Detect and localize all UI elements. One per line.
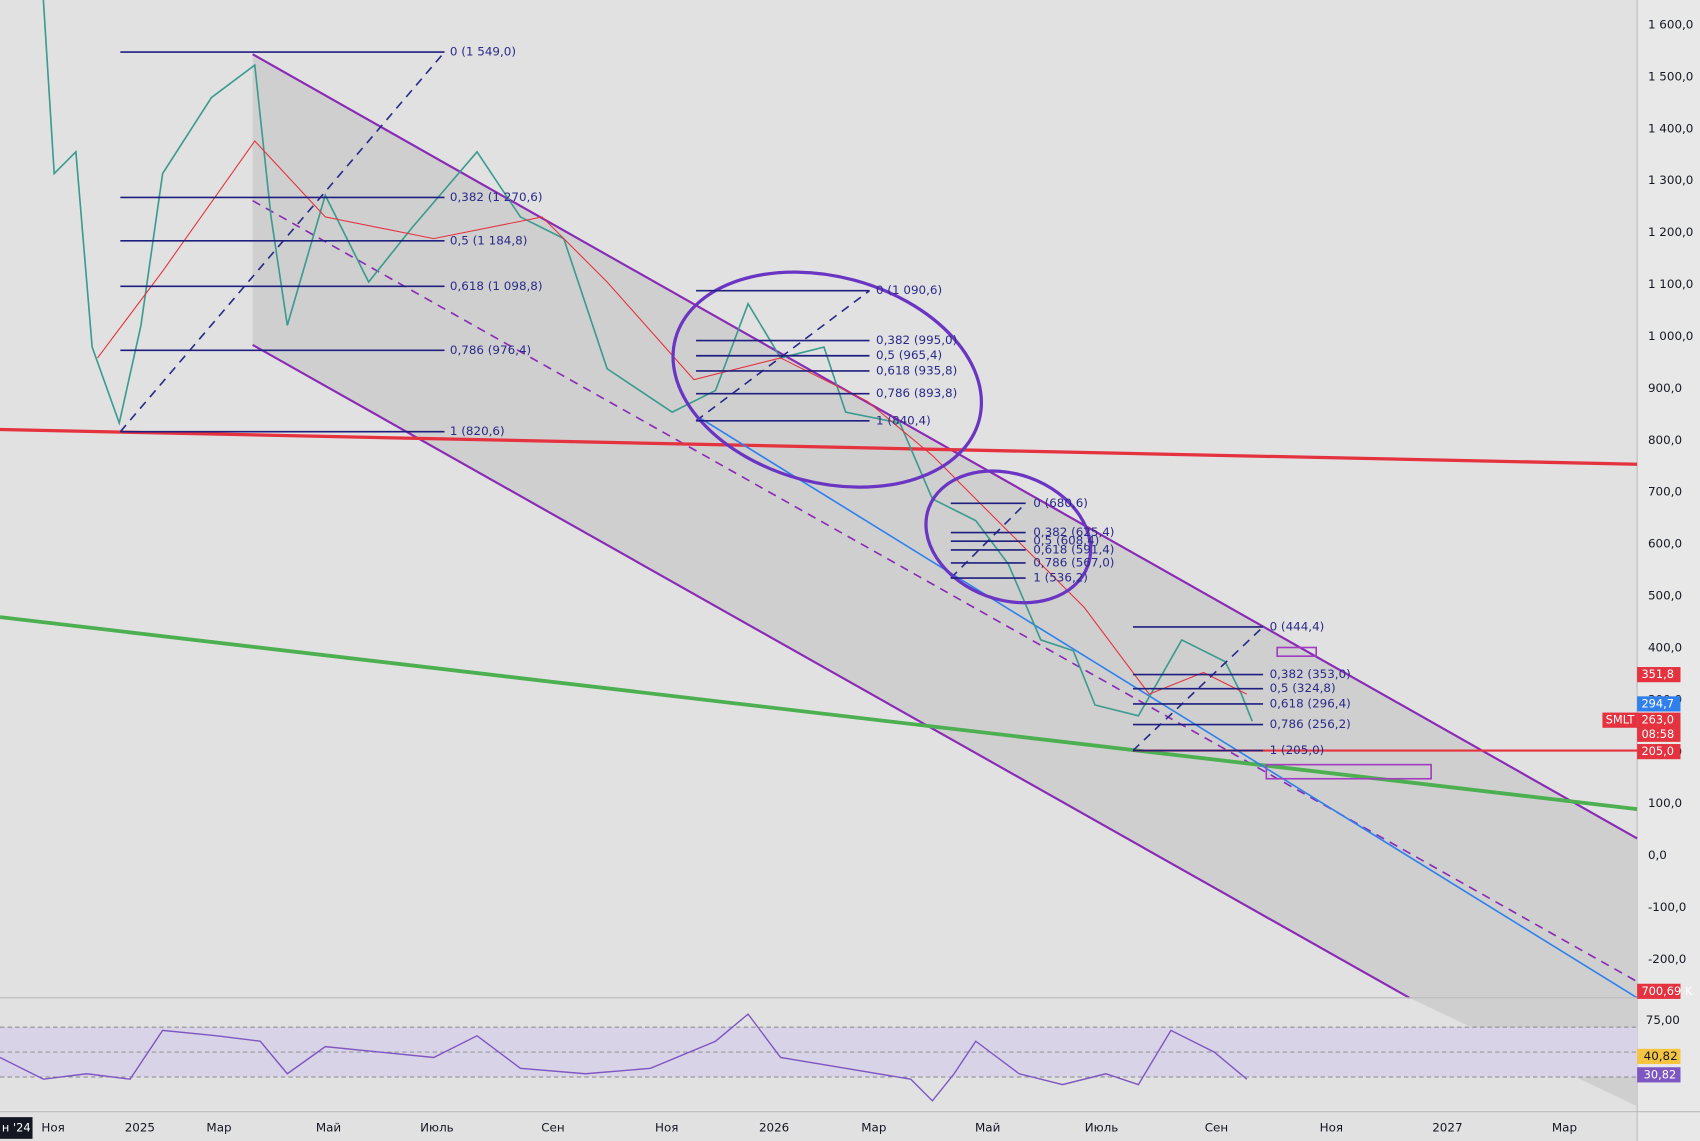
time-label: Мар bbox=[861, 1120, 886, 1134]
time-label: Ноя bbox=[655, 1120, 678, 1134]
fib-label: 0,618 (296,4) bbox=[1270, 696, 1351, 710]
rsi-label: 75,00 bbox=[1646, 1013, 1680, 1027]
drawn-circle bbox=[671, 270, 984, 489]
time-label: Май bbox=[316, 1120, 341, 1134]
red-trendline bbox=[0, 427, 1638, 466]
price-label: 500,0 bbox=[1648, 589, 1682, 603]
channel-lower bbox=[252, 343, 1410, 999]
price-label: -100,0 bbox=[1648, 900, 1686, 914]
price-label: 1 500,0 bbox=[1648, 69, 1693, 83]
time-label: 2027 bbox=[1432, 1120, 1462, 1134]
time-label: Сен bbox=[541, 1120, 564, 1134]
time-label: Май bbox=[975, 1120, 1000, 1134]
price-tag-bg bbox=[1637, 726, 1681, 742]
fib-label: 0,618 (935,8) bbox=[876, 363, 957, 377]
time-label: 2026 bbox=[759, 1120, 789, 1134]
price-label: 400,0 bbox=[1648, 640, 1682, 654]
price-tag: 294,7 bbox=[1641, 696, 1674, 710]
fib-label: 0,382 (995,0) bbox=[876, 333, 957, 347]
rsi-band bbox=[0, 1027, 1638, 1078]
fib-label: 0,618 (1 098,8) bbox=[450, 279, 543, 293]
price-label: 100,0 bbox=[1648, 796, 1682, 810]
time-label: Июль bbox=[1085, 1120, 1119, 1134]
price-line bbox=[42, 0, 1253, 722]
fib-diagonal bbox=[119, 51, 446, 433]
fib-label: 0 (444,4) bbox=[1270, 619, 1325, 633]
price-tag: 700,69 K bbox=[1641, 984, 1692, 998]
target-box bbox=[1276, 646, 1318, 657]
target-box bbox=[1265, 763, 1432, 780]
symbol-tag-bg bbox=[1602, 712, 1638, 728]
price-label: 1 400,0 bbox=[1648, 121, 1693, 135]
fib-label: 1 (820,6) bbox=[450, 424, 505, 438]
rsi-ma-tag-bg bbox=[1637, 1048, 1681, 1064]
price-label: 700,0 bbox=[1648, 485, 1682, 499]
fib-label: 0,786 (256,2) bbox=[1270, 717, 1351, 731]
green-trendline bbox=[0, 615, 1638, 811]
fib-label: 0,5 (1 184,8) bbox=[450, 233, 527, 247]
time-label: Мар bbox=[206, 1120, 231, 1134]
symbol-tag: SMLT bbox=[1606, 713, 1635, 727]
price-tag-bg bbox=[1637, 983, 1681, 999]
fib-label: 0,786 (567,0) bbox=[1033, 555, 1114, 569]
rsi-tag: 30,82 bbox=[1644, 1067, 1677, 1081]
price-tag-bg bbox=[1637, 744, 1681, 760]
time-label: Сен bbox=[1205, 1120, 1228, 1134]
price-tag-bg bbox=[1637, 667, 1681, 683]
price-tag-bg bbox=[1637, 696, 1681, 712]
price-scale bbox=[1637, 0, 1700, 1141]
time-label: Июль bbox=[420, 1120, 454, 1134]
price-label: 600,0 bbox=[1648, 537, 1682, 551]
price-label: 900,0 bbox=[1648, 381, 1682, 395]
fib-label: 0 (1 090,6) bbox=[876, 283, 942, 297]
price-label: 1 000,0 bbox=[1648, 329, 1693, 343]
fib-label: 0,382 (353,0) bbox=[1270, 667, 1351, 681]
fib-label: 0,5 (965,4) bbox=[876, 348, 942, 362]
fib-label: 0,382 (625,4) bbox=[1033, 525, 1114, 539]
price-label: 1 100,0 bbox=[1648, 277, 1693, 291]
time-label: Ноя bbox=[41, 1120, 64, 1134]
drawn-circle bbox=[924, 469, 1093, 605]
fib-label: 0,382 (1 270,6) bbox=[450, 190, 543, 204]
price-label: -200,0 bbox=[1648, 952, 1686, 966]
fib-label: 0 (1 549,0) bbox=[450, 45, 516, 59]
fib-label: 1 (536,2) bbox=[1033, 571, 1088, 585]
time-cursor-label: н '24 bbox=[2, 1120, 31, 1134]
fib-label: 0,5 (608,4) bbox=[1033, 534, 1099, 548]
fib-label: 0,786 (976,4) bbox=[450, 343, 531, 357]
fib-label: 0 (680,6) bbox=[1033, 496, 1088, 510]
price-label: 0,0 bbox=[1648, 848, 1667, 862]
price-label: 1 300,0 bbox=[1648, 173, 1693, 187]
rsi-line bbox=[0, 1013, 1248, 1102]
fib-label: 1 (205,0) bbox=[1270, 743, 1325, 757]
blue-trendline bbox=[698, 416, 1638, 999]
price-label: 1 600,0 bbox=[1648, 17, 1693, 31]
price-tag: 351,8 bbox=[1641, 667, 1674, 681]
ma-slow bbox=[97, 140, 1248, 695]
time-label: Мар bbox=[1552, 1120, 1577, 1134]
channel-mid bbox=[252, 199, 1638, 983]
price-tag: 08:58 bbox=[1641, 727, 1674, 741]
price-tag: 263,0 bbox=[1641, 713, 1674, 727]
channel-fill bbox=[252, 54, 1638, 1107]
time-cursor-box bbox=[0, 1117, 33, 1139]
rsi-tag-bg bbox=[1637, 1067, 1681, 1083]
price-label: 800,0 bbox=[1648, 433, 1682, 447]
time-label: 2025 bbox=[125, 1120, 155, 1134]
rsi-ma-tag: 40,82 bbox=[1644, 1049, 1678, 1063]
price-tag-bg bbox=[1637, 712, 1681, 728]
fib-label: 0,786 (893,8) bbox=[876, 386, 957, 400]
price-tag: 205,0 bbox=[1641, 744, 1674, 758]
price-label: 1 200,0 bbox=[1648, 225, 1693, 239]
time-label: Ноя bbox=[1320, 1120, 1343, 1134]
fib-label: 1 (840,4) bbox=[876, 413, 931, 427]
fib-label: 0,5 (324,8) bbox=[1270, 681, 1336, 695]
fib-label: 0,618 (591,4) bbox=[1033, 542, 1114, 556]
channel-upper bbox=[252, 53, 1638, 840]
